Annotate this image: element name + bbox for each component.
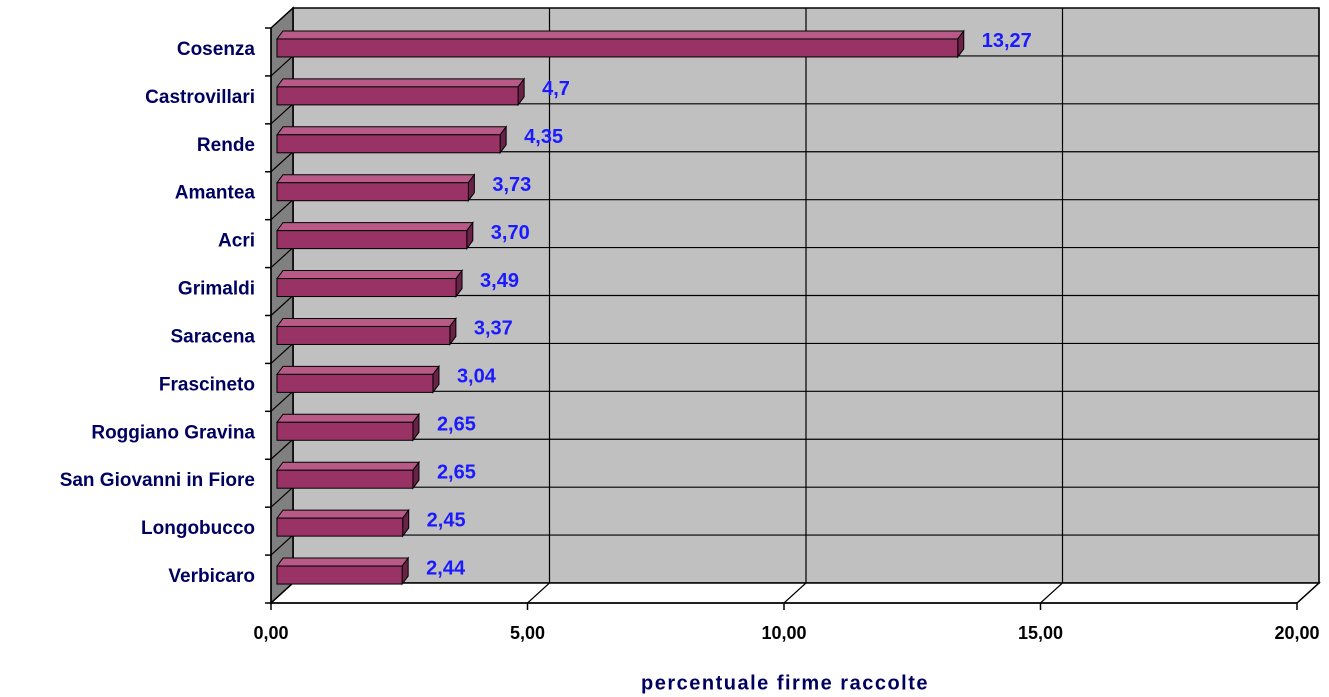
bar-top [276, 174, 476, 184]
category-label: Verbicaro [168, 566, 255, 587]
bar-top [276, 413, 420, 423]
grid-line [1040, 8, 1064, 604]
category-label: Castrovillari [145, 87, 255, 108]
bar-top [276, 557, 410, 567]
bar [276, 278, 457, 298]
value-label: 3,70 [491, 222, 530, 244]
category-label: Rende [197, 135, 255, 156]
bar-top [276, 222, 474, 232]
x-tick-label: 0,00 [253, 623, 288, 643]
bar-top [276, 126, 508, 136]
value-label: 13,27 [982, 30, 1032, 52]
bar [276, 517, 404, 537]
bar [276, 373, 434, 393]
bar [276, 469, 414, 489]
grid-line [1296, 8, 1320, 604]
category-label: Longobucco [141, 518, 255, 539]
bar [276, 86, 519, 106]
bar [276, 421, 414, 441]
bar [276, 134, 501, 154]
value-label: 3,49 [480, 270, 519, 292]
value-label: 4,35 [524, 126, 563, 148]
x-axis-label: percentuale firme raccolte [641, 672, 929, 694]
value-label: 2,65 [437, 414, 476, 436]
value-label: 3,37 [474, 318, 513, 340]
category-label: Saracena [170, 326, 255, 347]
bar-top [276, 461, 420, 471]
value-label: 2,65 [437, 461, 476, 483]
bar-top [276, 78, 526, 88]
category-label: Cosenza [177, 39, 256, 60]
bar [276, 38, 959, 58]
value-label: 2,45 [427, 509, 466, 531]
x-tick-label: 5,00 [510, 623, 545, 643]
bar [276, 325, 451, 345]
bar-top [275, 30, 965, 40]
bar-top [276, 270, 464, 280]
x-tick-label: 10,00 [761, 623, 806, 643]
category-label: Grimaldi [178, 279, 255, 300]
bar-top [276, 317, 457, 327]
value-label: 4,7 [542, 78, 570, 100]
value-label: 2,44 [426, 557, 466, 579]
x-tick-label: 15,00 [1018, 623, 1063, 643]
bar-top [276, 509, 410, 519]
category-label: Roggiano Gravina [91, 422, 255, 443]
x-tick-label: 20,00 [1274, 623, 1319, 643]
value-label: 3,73 [492, 174, 531, 196]
category-label: Acri [218, 231, 255, 252]
grid-line [783, 8, 807, 604]
value-label: 3,04 [457, 366, 497, 388]
category-label: Amantea [175, 183, 256, 204]
category-label: San Giovanni in Fiore [60, 470, 255, 491]
category-label: Frascineto [159, 374, 255, 395]
grid-line [527, 8, 551, 604]
bar [276, 565, 403, 585]
bar [276, 230, 468, 250]
bar-top [276, 365, 440, 375]
bar [276, 182, 469, 202]
